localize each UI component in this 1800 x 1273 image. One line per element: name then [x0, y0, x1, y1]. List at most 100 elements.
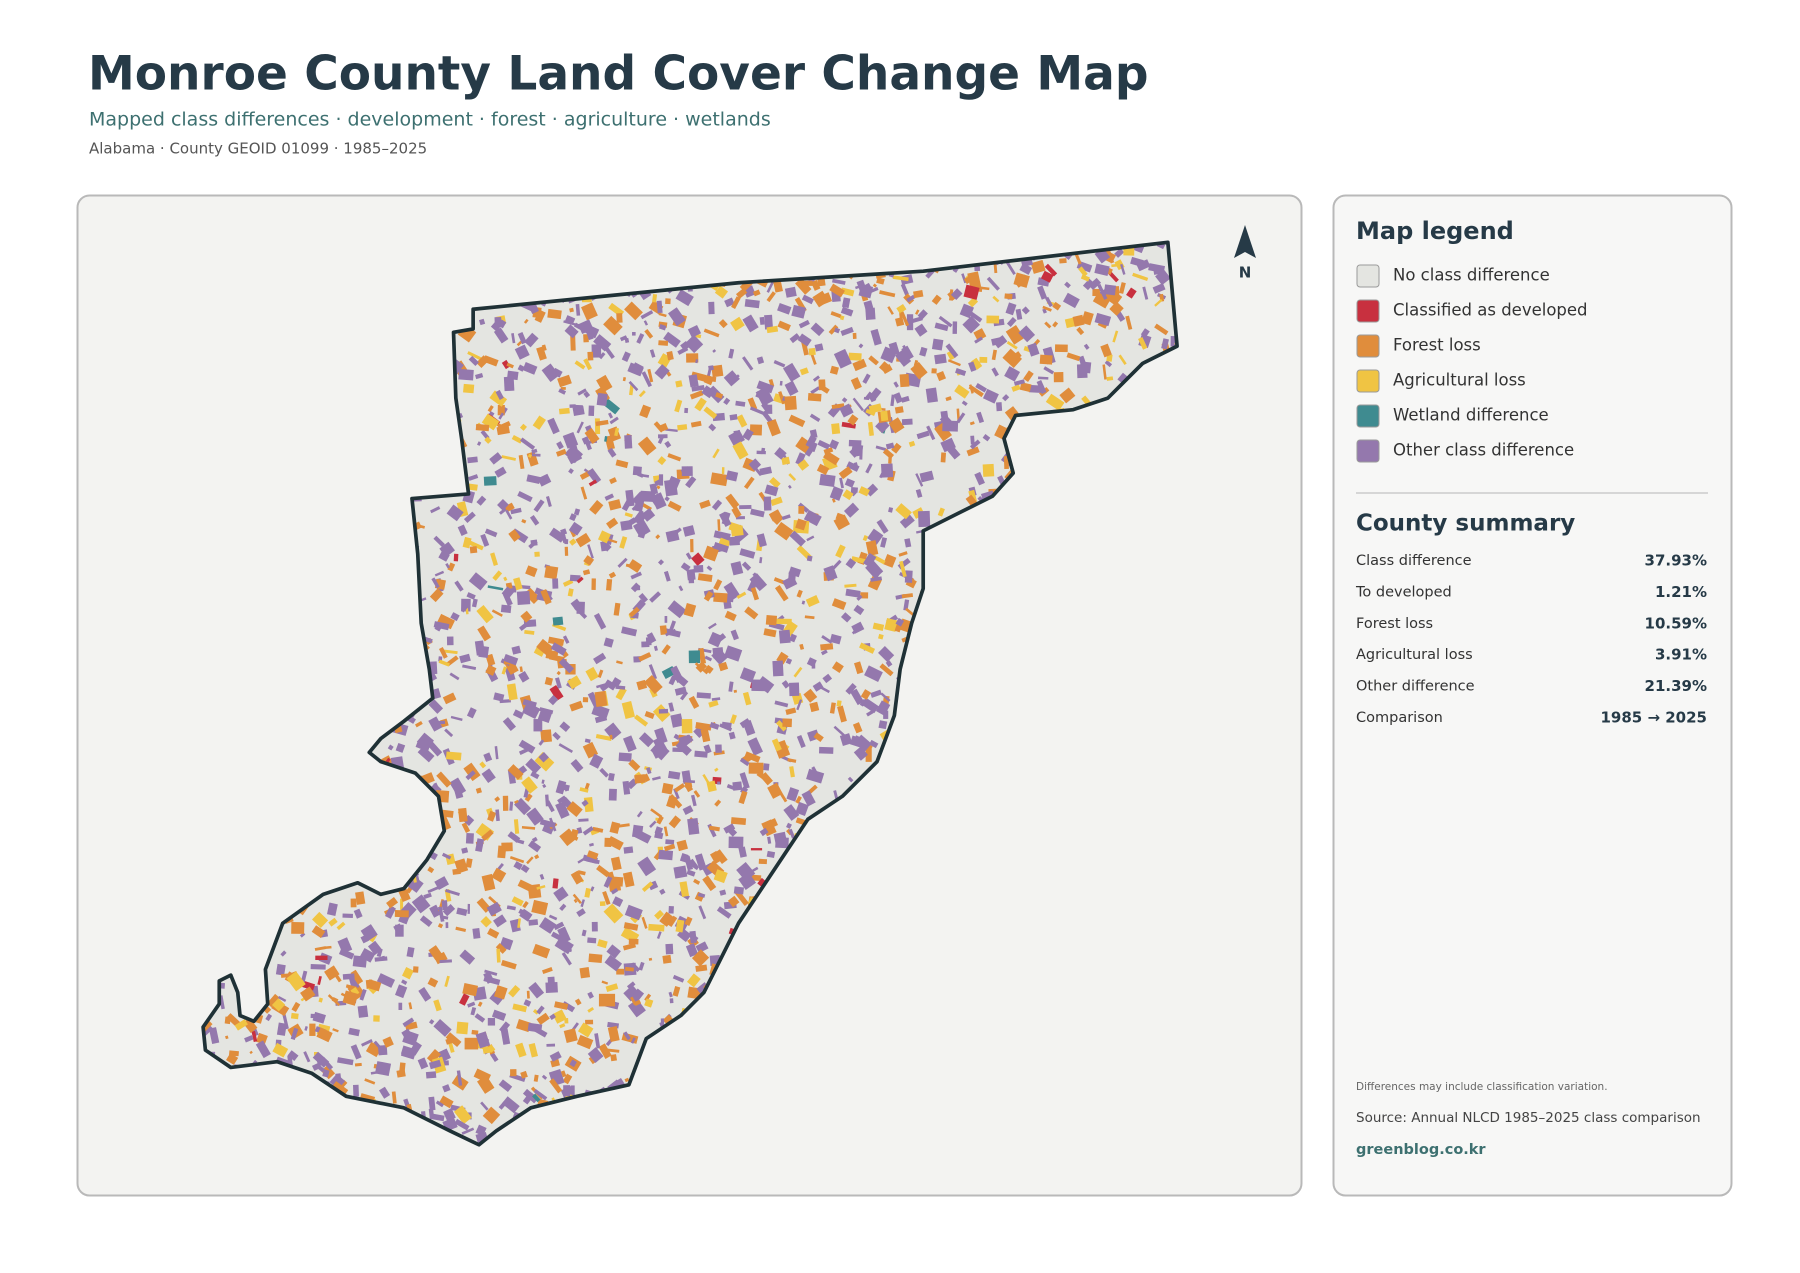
change-patch — [850, 486, 858, 493]
change-patch — [436, 613, 455, 630]
change-patch — [758, 858, 768, 865]
change-patch — [865, 540, 879, 557]
change-patch — [844, 478, 855, 488]
change-patch — [605, 983, 619, 992]
change-patch — [679, 881, 690, 897]
change-patch — [493, 914, 507, 928]
change-patch — [439, 959, 453, 964]
change-patch — [342, 913, 354, 919]
change-patch — [434, 625, 442, 632]
change-patch — [658, 708, 669, 714]
change-patch — [1054, 344, 1068, 353]
summary-value: 10.59% — [1645, 614, 1707, 632]
change-patch — [444, 975, 450, 988]
change-patch — [728, 731, 736, 740]
change-patch — [519, 908, 533, 922]
change-patch — [444, 728, 454, 738]
change-patch — [569, 538, 577, 546]
change-patch — [622, 871, 635, 888]
change-patch — [656, 300, 663, 314]
change-patch — [749, 406, 766, 416]
change-patch — [859, 642, 876, 654]
change-patch — [622, 377, 626, 382]
change-patch — [852, 722, 863, 734]
change-patch — [608, 788, 617, 801]
change-patch — [467, 456, 478, 464]
change-patch — [748, 762, 764, 774]
change-patch — [568, 521, 583, 536]
change-patch — [663, 826, 669, 837]
change-patch — [668, 815, 682, 829]
change-patch — [255, 1040, 271, 1059]
change-patch — [891, 442, 902, 454]
change-patch — [986, 315, 1000, 324]
change-patch — [708, 301, 715, 315]
change-patch — [931, 368, 937, 374]
change-patch — [882, 448, 895, 460]
change-patch — [547, 308, 562, 320]
change-patch — [468, 572, 488, 591]
change-patch — [680, 562, 691, 572]
change-patch — [686, 869, 696, 877]
change-patch — [385, 905, 396, 919]
change-patch — [591, 344, 602, 358]
change-patch — [498, 1079, 513, 1093]
change-patch — [272, 1042, 289, 1058]
change-patch — [528, 919, 539, 926]
change-patch — [1023, 370, 1034, 382]
change-patch — [494, 746, 499, 760]
footnote: Differences may include classification v… — [1356, 1081, 1608, 1093]
change-patch — [864, 665, 883, 682]
change-patch — [558, 407, 570, 415]
change-patch — [744, 751, 761, 763]
change-patch — [529, 515, 540, 526]
change-patch — [624, 1077, 630, 1083]
change-patch — [1015, 308, 1023, 320]
change-patch — [618, 752, 632, 762]
change-patch — [1148, 263, 1166, 274]
change-patch — [553, 921, 565, 931]
change-patch — [580, 486, 588, 500]
change-patch — [438, 550, 450, 562]
change-patch — [650, 741, 670, 761]
change-patch — [461, 822, 471, 833]
summary-label: To developed — [1355, 584, 1452, 600]
change-patch — [742, 314, 759, 333]
change-patch — [1043, 366, 1055, 375]
change-patch — [450, 715, 463, 721]
change-patch — [736, 414, 748, 428]
change-patch — [567, 675, 582, 690]
change-patch — [622, 735, 637, 753]
change-patch — [570, 334, 576, 351]
change-patch — [497, 498, 509, 511]
change-patch — [991, 349, 998, 361]
change-patch — [713, 579, 723, 591]
change-patch — [480, 916, 492, 928]
change-patch — [587, 991, 594, 999]
change-patch — [401, 979, 408, 985]
change-patch — [694, 662, 709, 675]
legend-label: Agricultural loss — [1393, 371, 1526, 390]
change-patch — [699, 499, 711, 509]
change-patch — [487, 405, 494, 413]
change-patch — [1119, 282, 1126, 294]
change-patch — [1044, 263, 1058, 277]
change-patch — [687, 324, 702, 338]
change-patch — [461, 598, 471, 612]
change-patch — [1132, 272, 1149, 282]
change-patch — [520, 437, 536, 450]
change-patch — [249, 1050, 253, 1055]
change-patch — [467, 351, 482, 361]
change-patch — [454, 580, 464, 592]
change-patch — [489, 411, 495, 417]
change-patch — [684, 916, 693, 927]
change-patch — [532, 943, 551, 959]
change-patch — [657, 456, 667, 466]
change-patch — [317, 975, 322, 985]
change-patch — [242, 1017, 258, 1034]
change-patch — [738, 846, 747, 858]
change-patch — [717, 781, 721, 785]
change-patch — [562, 1073, 573, 1085]
change-patch — [414, 523, 426, 529]
